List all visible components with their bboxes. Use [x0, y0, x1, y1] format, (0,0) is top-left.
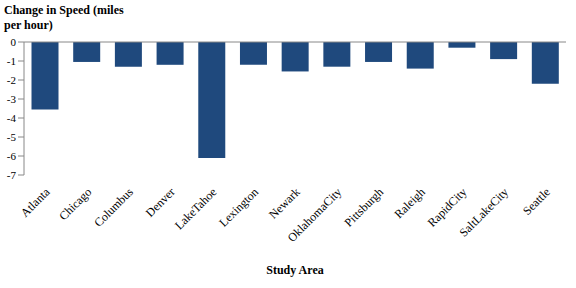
- svg-text:Pittsburgh: Pittsburgh: [342, 185, 387, 230]
- svg-text:Study Area: Study Area: [266, 263, 323, 277]
- svg-text:Lexington: Lexington: [216, 185, 261, 230]
- svg-text:-1: -1: [8, 55, 16, 67]
- svg-text:-5: -5: [8, 131, 16, 143]
- svg-text:-6: -6: [8, 150, 16, 162]
- svg-text:0: 0: [11, 36, 17, 48]
- svg-text:Chicago: Chicago: [56, 185, 94, 223]
- svg-text:Denver: Denver: [143, 185, 178, 220]
- svg-text:-2: -2: [8, 74, 16, 86]
- svg-text:Newark: Newark: [266, 185, 303, 222]
- svg-text:-4: -4: [8, 112, 16, 124]
- svg-text:Raleigh: Raleigh: [392, 185, 428, 221]
- svg-text:-3: -3: [8, 93, 16, 105]
- html-text:Change in Speed (miles per hou: Change in Speed (miles per hour): [4, 3, 124, 32]
- svg-text:Columbus: Columbus: [91, 185, 136, 230]
- svg-text:LakeTahoe: LakeTahoe: [172, 185, 219, 232]
- svg-text:Atlanta: Atlanta: [18, 184, 53, 219]
- svg-text:SaltLakeCity: SaltLakeCity: [457, 185, 512, 240]
- svg-text:RapidCity: RapidCity: [424, 184, 470, 230]
- svg-text:-7: -7: [8, 169, 16, 181]
- svg-text:Seattle: Seattle: [520, 185, 553, 218]
- svg-text:OklahomaCity: OklahomaCity: [285, 185, 345, 245]
